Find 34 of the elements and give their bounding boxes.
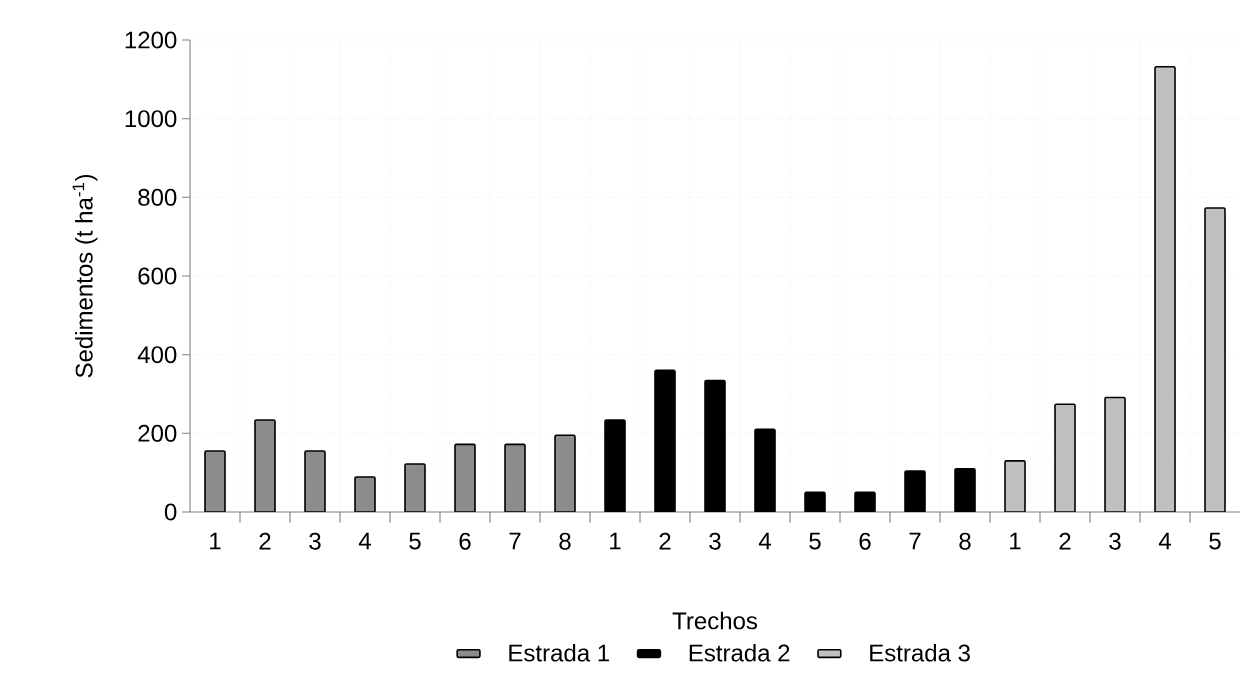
x-tick-label: 2 [259,532,271,550]
x-tick-label: 3 [709,532,721,550]
y-tick-label: 800 [138,188,177,206]
y-axis-title: Sedimentos (t ha$^{-1}$) [72,174,98,378]
y-tick-label: 1200 [125,31,177,49]
x-tick-label: 3 [309,532,321,550]
legend-label: Estrada 3 [870,643,970,662]
x-tick-label: 2 [1059,532,1071,550]
x-tick-label: 1 [610,532,621,550]
x-tick-label: 3 [1109,532,1121,550]
x-tick-label: 5 [809,532,821,550]
x-tick-label: 6 [859,532,871,550]
x-tick-label: 4 [758,532,771,550]
x-tick-label: 8 [559,532,571,550]
x-tick-label: 1 [1010,532,1021,550]
legend-label: Estrada 1 [509,643,609,662]
x-tick-label: 5 [409,532,421,550]
x-tick-label: 7 [909,532,921,550]
legend-label: Estrada 2 [689,643,790,662]
bar [1154,65,1176,512]
y-tick-label: 0 [164,503,177,521]
x-tick-label: 2 [659,532,671,550]
x-tick-label: 6 [459,532,471,550]
y-tick-label: 400 [137,346,177,364]
x-tick-label: 4 [358,532,371,550]
y-tick-label: 600 [138,267,177,285]
x-tick-label: 4 [1158,532,1171,550]
x-tick-label: 7 [509,532,521,550]
x-tick-label: 1 [210,532,221,550]
y-tick-label: 1000 [125,110,177,128]
x-tick-label: 8 [959,532,971,550]
y-tick-label: 200 [138,424,177,442]
x-tick-label: 5 [1209,532,1221,550]
x-axis-title: Trechos [672,611,758,630]
